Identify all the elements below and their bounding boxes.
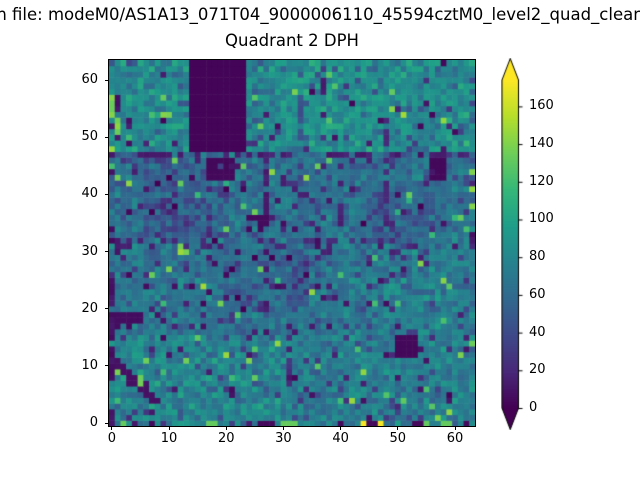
x-tick-label: 40	[332, 431, 349, 446]
y-tick	[105, 365, 109, 367]
y-tick-label: 10	[81, 357, 98, 373]
x-tick	[282, 426, 284, 430]
y-tick	[105, 136, 109, 138]
colorbar-tick-label: 0	[529, 400, 538, 415]
y-tick-label: 60	[81, 72, 98, 87]
colorbar-tick-label: 80	[529, 249, 546, 265]
colorbar	[501, 58, 527, 430]
y-tick-label: 0	[89, 415, 98, 431]
colorbar-tick-label: 160	[529, 98, 554, 114]
x-tick-label: 60	[446, 431, 464, 446]
x-tick	[340, 426, 342, 430]
colorbar-tick-label: 100	[529, 211, 554, 227]
colorbar-tick-label: 120	[529, 173, 554, 189]
dph-heatmap-image	[109, 60, 475, 426]
x-tick-label: 30	[275, 431, 292, 446]
y-tick-label: 30	[81, 243, 98, 259]
axes-frame	[108, 59, 476, 427]
axes-title: Quadrant 2 DPH	[225, 31, 359, 50]
x-tick-label: 10	[160, 431, 178, 446]
colorbar-tick-label: 20	[529, 362, 546, 378]
x-tick-label: 50	[389, 431, 407, 446]
colorbar-tick-label: 60	[529, 286, 546, 302]
y-tick	[105, 308, 109, 310]
y-tick-label: 50	[81, 129, 98, 145]
y-tick	[105, 79, 109, 81]
y-tick	[105, 422, 109, 424]
x-tick-label: 0	[107, 431, 116, 446]
colorbar-tick-label: 140	[529, 136, 554, 152]
y-tick	[105, 251, 109, 253]
y-tick-label: 40	[81, 186, 98, 202]
x-tick	[168, 426, 170, 430]
y-tick	[105, 193, 109, 195]
x-tick	[397, 426, 399, 430]
x-tick-label: 20	[217, 431, 235, 446]
x-tick	[454, 426, 456, 430]
colorbar-tick-label: 40	[529, 324, 546, 340]
figure-suptitle: n file: modeM0/AS1A13_071T04_9000006110_…	[0, 5, 640, 24]
x-tick	[111, 426, 113, 430]
y-tick-label: 20	[81, 300, 98, 316]
x-tick	[225, 426, 227, 430]
